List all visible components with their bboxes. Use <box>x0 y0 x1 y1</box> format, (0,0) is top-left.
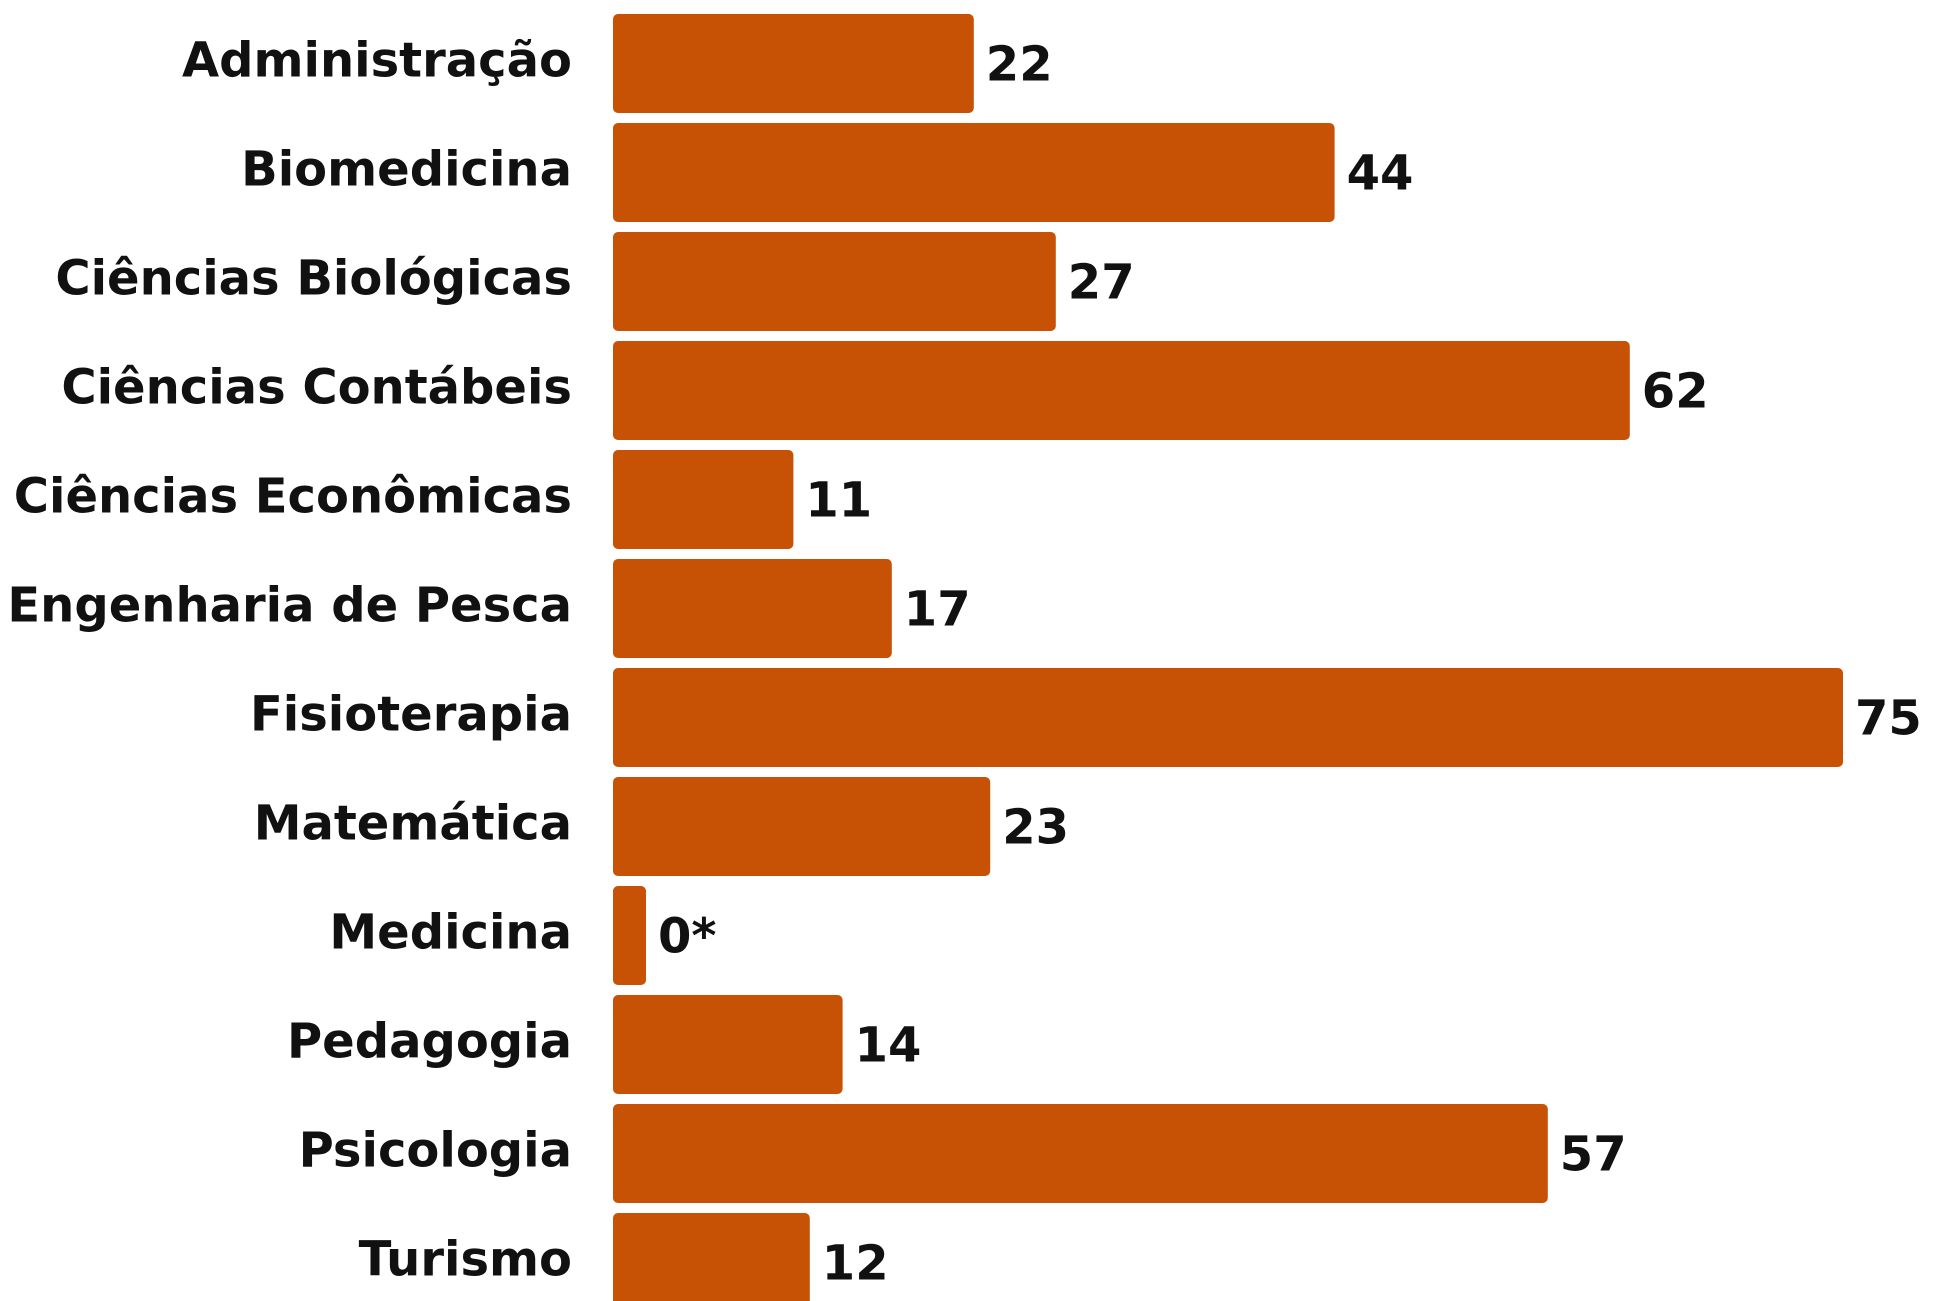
value-label: 14 <box>855 1018 922 1074</box>
value-label: 12 <box>822 1236 889 1292</box>
bar <box>613 450 794 549</box>
value-label: 22 <box>986 37 1053 93</box>
value-label: 0* <box>658 909 717 965</box>
category-label: Engenharia de Pesca <box>7 578 572 634</box>
category-label: Turismo <box>359 1232 572 1288</box>
bar <box>613 1213 810 1301</box>
value-label: 11 <box>805 473 872 529</box>
category-label: Ciências Contábeis <box>61 360 572 416</box>
value-label: 44 <box>1347 146 1414 202</box>
bar <box>613 123 1335 222</box>
value-label: 57 <box>1560 1127 1627 1183</box>
bar <box>613 886 646 985</box>
bar <box>613 995 843 1094</box>
category-label: Biomedicina <box>241 142 572 198</box>
value-label: 27 <box>1068 255 1135 311</box>
value-label: 75 <box>1855 691 1922 747</box>
category-label: Fisioterapia <box>250 687 572 743</box>
bar <box>613 559 892 658</box>
bar <box>613 232 1056 331</box>
category-label: Medicina <box>329 905 572 961</box>
category-label: Pedagogia <box>287 1014 572 1070</box>
value-label: 62 <box>1642 364 1709 420</box>
value-label: 17 <box>904 582 971 638</box>
category-label: Psicologia <box>299 1123 572 1179</box>
category-label: Matemática <box>254 796 572 852</box>
bar <box>613 14 974 113</box>
bar <box>613 777 991 876</box>
category-label: Administração <box>182 33 572 89</box>
bar <box>613 341 1630 440</box>
category-label: Ciências Econômicas <box>14 469 572 525</box>
category-label: Ciências Biológicas <box>55 251 572 307</box>
value-label: 23 <box>1002 800 1069 856</box>
bar <box>613 1104 1548 1203</box>
bar <box>613 668 1843 767</box>
